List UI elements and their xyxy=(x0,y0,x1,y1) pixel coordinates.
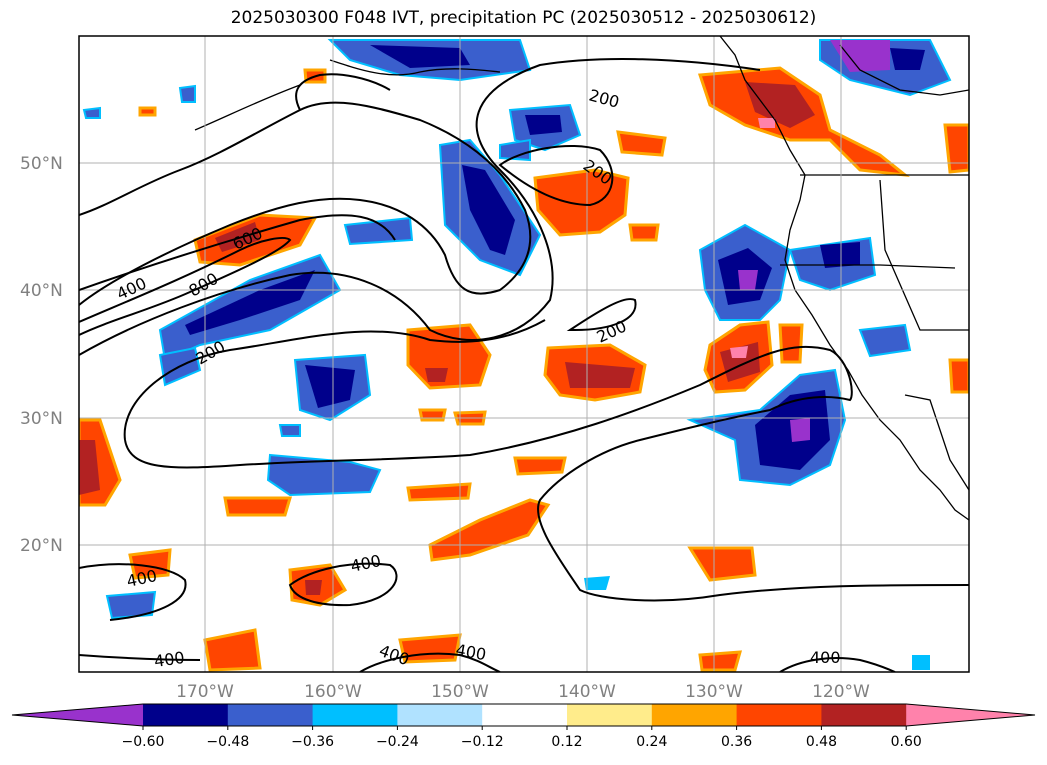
colorbar-segment xyxy=(736,704,822,726)
colorbar-segment xyxy=(143,704,229,726)
ivt-contours xyxy=(79,57,969,672)
contour-200-loop xyxy=(498,144,614,207)
lon-label: 150°W xyxy=(431,682,489,702)
colorbar-tick-label: −0.36 xyxy=(291,734,334,750)
lon-label: 160°W xyxy=(304,682,362,702)
lat-label: 50°N xyxy=(20,154,63,174)
contour-200-south xyxy=(123,319,546,441)
longitude-labels: 170°W 160°W 150°W 140°W 130°W 120°W xyxy=(176,682,870,702)
colorbar-tick-label: −0.24 xyxy=(376,734,419,750)
contour-400-sw xyxy=(79,563,187,621)
pos-region-north xyxy=(533,168,630,237)
map-plot-area: 200 200 400 600 800 200 200 400 400 400 … xyxy=(79,36,969,672)
colorbar-segment xyxy=(227,704,314,726)
colorbar-tick-label: 0.60 xyxy=(891,734,922,750)
colorbar-segment xyxy=(312,704,398,726)
lon-label: 170°W xyxy=(176,682,234,702)
colorbar-segment xyxy=(567,704,653,726)
figure-title: 2025030300 F048 IVT, precipitation PC (2… xyxy=(230,8,817,28)
lon-label: 140°W xyxy=(558,682,616,702)
colorbar xyxy=(11,703,1036,727)
colorbar-segment xyxy=(482,704,568,726)
colorbar-segment xyxy=(821,704,907,726)
colorbar-segment xyxy=(651,704,738,726)
contour-label: 400 xyxy=(810,648,841,667)
colorbar-tick-label: 0.36 xyxy=(721,734,752,750)
contour-600 xyxy=(79,237,292,336)
positive-pc-regions xyxy=(79,66,969,672)
contour-200-gulf xyxy=(566,298,637,331)
latitude-labels: 50°N 40°N 30°N 20°N xyxy=(20,154,63,556)
colorbar-extend-right xyxy=(906,704,1035,726)
colorbar-tick-label: 0.48 xyxy=(806,734,837,750)
lon-label: 130°W xyxy=(685,682,743,702)
colorbar-segment xyxy=(397,704,483,726)
lat-label: 30°N xyxy=(20,409,63,429)
map-frame xyxy=(78,35,970,673)
colorbar-extend-left xyxy=(12,704,143,726)
gridlines xyxy=(79,36,969,672)
lat-label: 40°N xyxy=(20,281,63,301)
lat-label: 20°N xyxy=(20,536,63,556)
pos-region-center xyxy=(406,323,492,390)
colorbar-ticks: −0.60 −0.48 −0.36 −0.24 −0.12 0.12 0.24 0.36 0.4… xyxy=(122,726,922,750)
contour-200-outer xyxy=(79,57,761,356)
colorbar-tick-label: −0.48 xyxy=(206,734,249,750)
lon-label: 120°W xyxy=(812,682,870,702)
contour-400 xyxy=(79,101,532,306)
contour-label: 400 xyxy=(153,648,186,671)
negative-pc-regions xyxy=(82,39,952,670)
colorbar-tick-label: −0.60 xyxy=(122,734,165,750)
colorbar-tick-label: −0.12 xyxy=(461,734,504,750)
colorbar-tick-label: 0.12 xyxy=(551,734,582,750)
colorbar-tick-label: 0.24 xyxy=(636,734,667,750)
